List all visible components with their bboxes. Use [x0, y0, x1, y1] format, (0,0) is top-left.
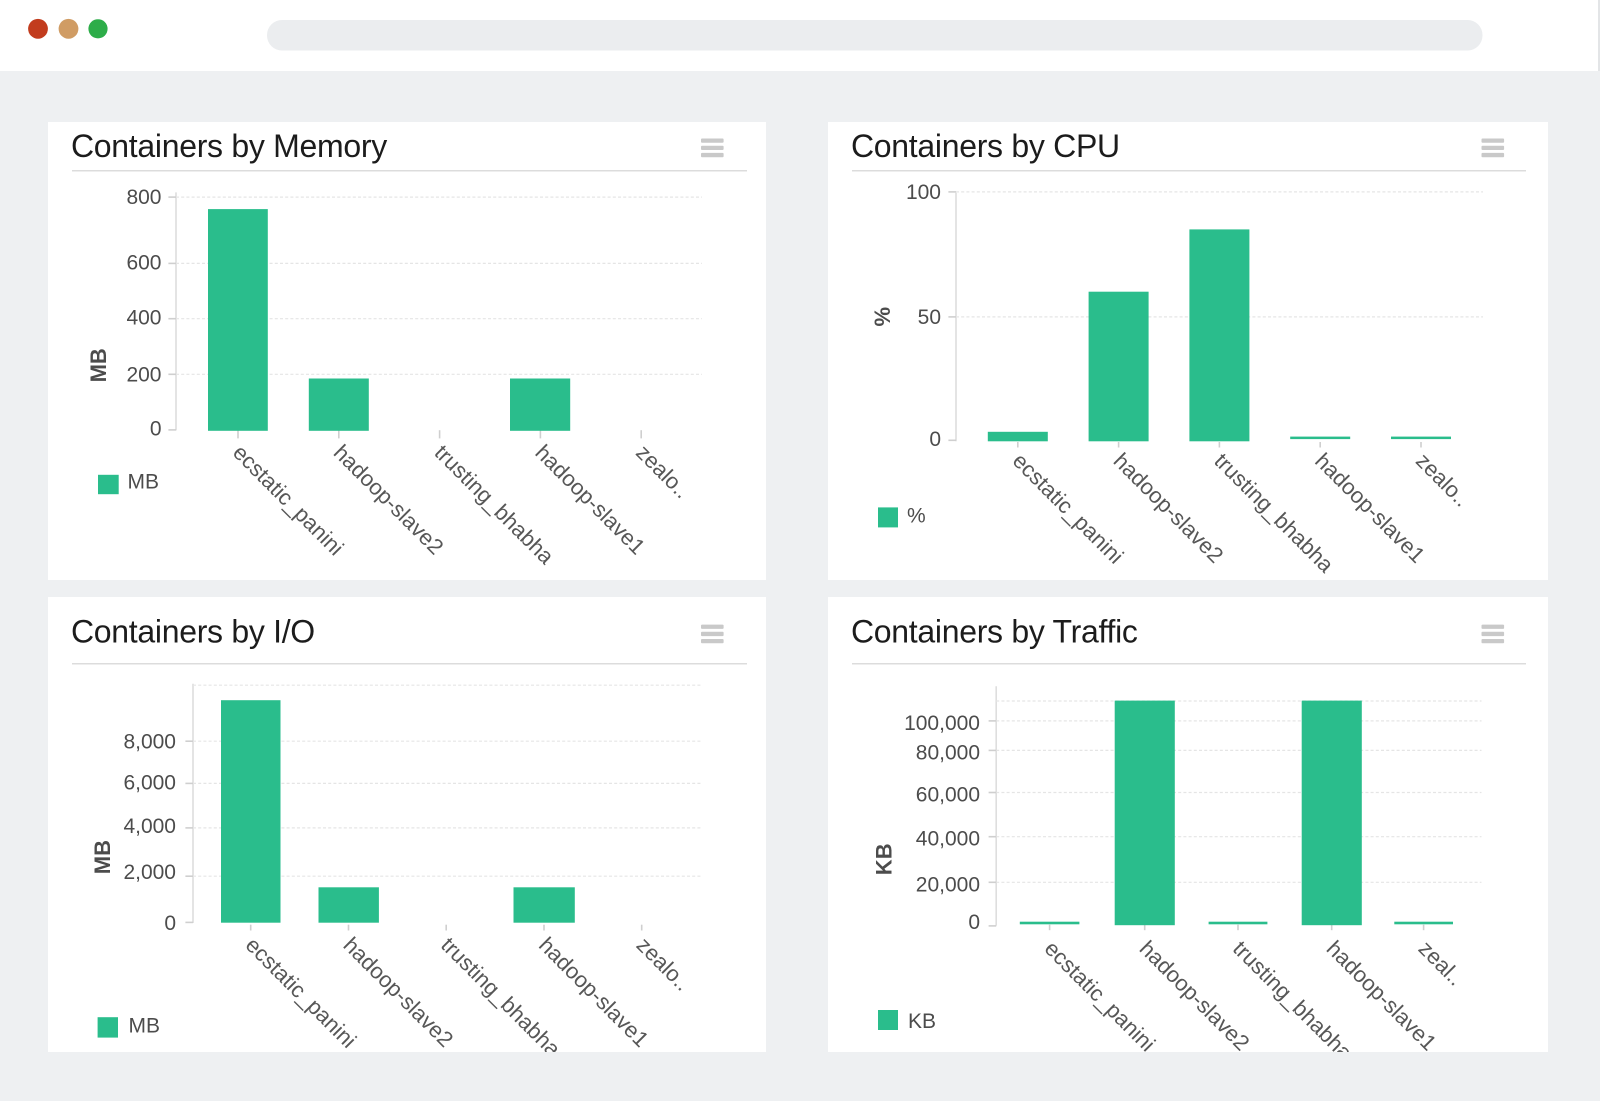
- svg-text:KB: KB: [908, 1010, 936, 1033]
- svg-text:4,000: 4,000: [123, 815, 176, 838]
- svg-text:100,000: 100,000: [904, 712, 980, 735]
- svg-text:MB: MB: [86, 348, 111, 382]
- svg-text:2,000: 2,000: [123, 861, 176, 884]
- svg-text:0: 0: [150, 417, 162, 440]
- svg-text:8,000: 8,000: [123, 730, 176, 753]
- svg-text:zealo..: zealo..: [632, 932, 696, 996]
- svg-text:zealo..: zealo..: [631, 439, 695, 503]
- svg-text:400: 400: [126, 306, 161, 329]
- svg-text:MB: MB: [90, 840, 115, 874]
- svg-text:100: 100: [906, 180, 941, 203]
- svg-text:Containers by Memory: Containers by Memory: [71, 128, 387, 164]
- svg-text:200: 200: [126, 363, 161, 386]
- svg-text:40,000: 40,000: [916, 827, 980, 850]
- svg-text:0: 0: [968, 911, 980, 934]
- svg-text:Containers by CPU: Containers by CPU: [851, 128, 1120, 164]
- svg-text:6,000: 6,000: [123, 771, 176, 794]
- svg-text:KB: KB: [872, 843, 897, 875]
- svg-text:%: %: [907, 504, 926, 527]
- svg-text:MB: MB: [128, 470, 160, 493]
- svg-text:%: %: [870, 306, 895, 326]
- svg-text:zealo..: zealo..: [1411, 448, 1475, 512]
- svg-text:600: 600: [126, 251, 161, 274]
- svg-text:zeal..: zeal..: [1414, 936, 1469, 991]
- svg-text:800: 800: [126, 186, 161, 209]
- svg-text:0: 0: [164, 912, 176, 935]
- svg-text:60,000: 60,000: [916, 783, 980, 806]
- svg-text:Containers by Traffic: Containers by Traffic: [851, 613, 1138, 649]
- svg-text:Containers by I/O: Containers by I/O: [71, 613, 315, 649]
- svg-text:0: 0: [929, 428, 941, 451]
- svg-text:80,000: 80,000: [916, 741, 980, 764]
- svg-text:20,000: 20,000: [916, 873, 980, 896]
- svg-text:50: 50: [918, 305, 941, 328]
- svg-text:MB: MB: [129, 1014, 161, 1037]
